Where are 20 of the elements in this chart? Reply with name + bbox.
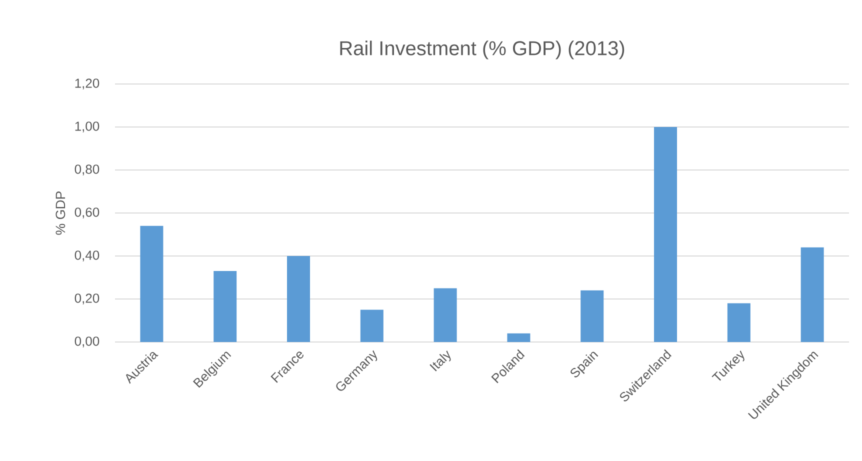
bar: [140, 226, 164, 342]
y-tick-label: 0,60: [74, 208, 100, 218]
bar: [434, 288, 457, 342]
y-tick-label: 0,80: [74, 164, 100, 176]
bar: [727, 303, 750, 342]
y-tick-label: 0,20: [74, 294, 100, 304]
bar: [287, 256, 310, 342]
x-tick-label: Italy: [430, 350, 451, 372]
y-tick-label: 1,20: [75, 78, 100, 90]
y-tick-label: 0,40: [74, 250, 100, 262]
y-tick-label: 0,00: [74, 336, 100, 348]
bar: [507, 333, 530, 342]
bar: [214, 271, 237, 342]
y-tick-label: 1,00: [75, 122, 100, 132]
bar: [800, 247, 824, 342]
chart-title: Rail Investment (% GDP) (2013): [340, 40, 624, 60]
y-axis-title: % GDP: [56, 191, 66, 235]
bar: [654, 127, 678, 342]
bar: [360, 310, 384, 342]
bar: [580, 290, 604, 342]
